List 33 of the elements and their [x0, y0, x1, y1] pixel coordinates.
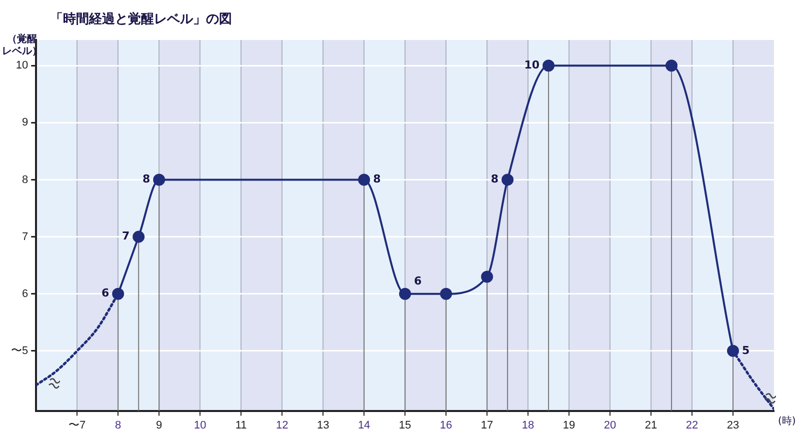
x-tick-label: 22 [686, 419, 698, 432]
chart-title: 「時間経過と覚醒レベル」の図 [50, 10, 232, 28]
x-tick-label: 〜7 [68, 419, 86, 432]
x-tick-label: 19 [562, 419, 576, 432]
y-tick-label: 9 [22, 116, 28, 129]
y-tick-label: 10 [16, 60, 28, 72]
x-tick-label: 13 [316, 419, 330, 432]
data-label: 8 [142, 172, 150, 186]
x-tick-label: 17 [480, 419, 494, 432]
data-label: 6 [101, 286, 110, 300]
x-tick-label: 12 [276, 419, 288, 432]
x-tick-label: 11 [235, 419, 247, 432]
x-axis-title: (時) [778, 414, 796, 428]
x-tick-label: 18 [522, 419, 534, 432]
data-label: 6 [414, 274, 422, 288]
y-tick-label: 7 [22, 230, 28, 243]
x-tick-label: 20 [604, 419, 616, 432]
x-tick-label: 21 [644, 419, 658, 432]
x-tick-label: 23 [726, 419, 740, 432]
y-tick-label: 〜5 [10, 344, 28, 357]
x-tick-label: 14 [358, 419, 370, 432]
x-tick-label: 16 [440, 419, 452, 432]
x-tick-label: 10 [194, 419, 206, 432]
y-tick-label: 6 [22, 288, 28, 300]
data-label: 7 [122, 230, 130, 243]
x-tick-label: 8 [115, 419, 122, 432]
x-tick-label: 15 [398, 419, 412, 432]
data-label: 5 [742, 344, 750, 357]
data-label: 8 [373, 172, 381, 186]
data-label: 10 [524, 58, 540, 72]
x-tick-label: 9 [156, 419, 162, 432]
y-tick-label: 8 [22, 174, 28, 186]
data-label: 8 [490, 172, 499, 186]
